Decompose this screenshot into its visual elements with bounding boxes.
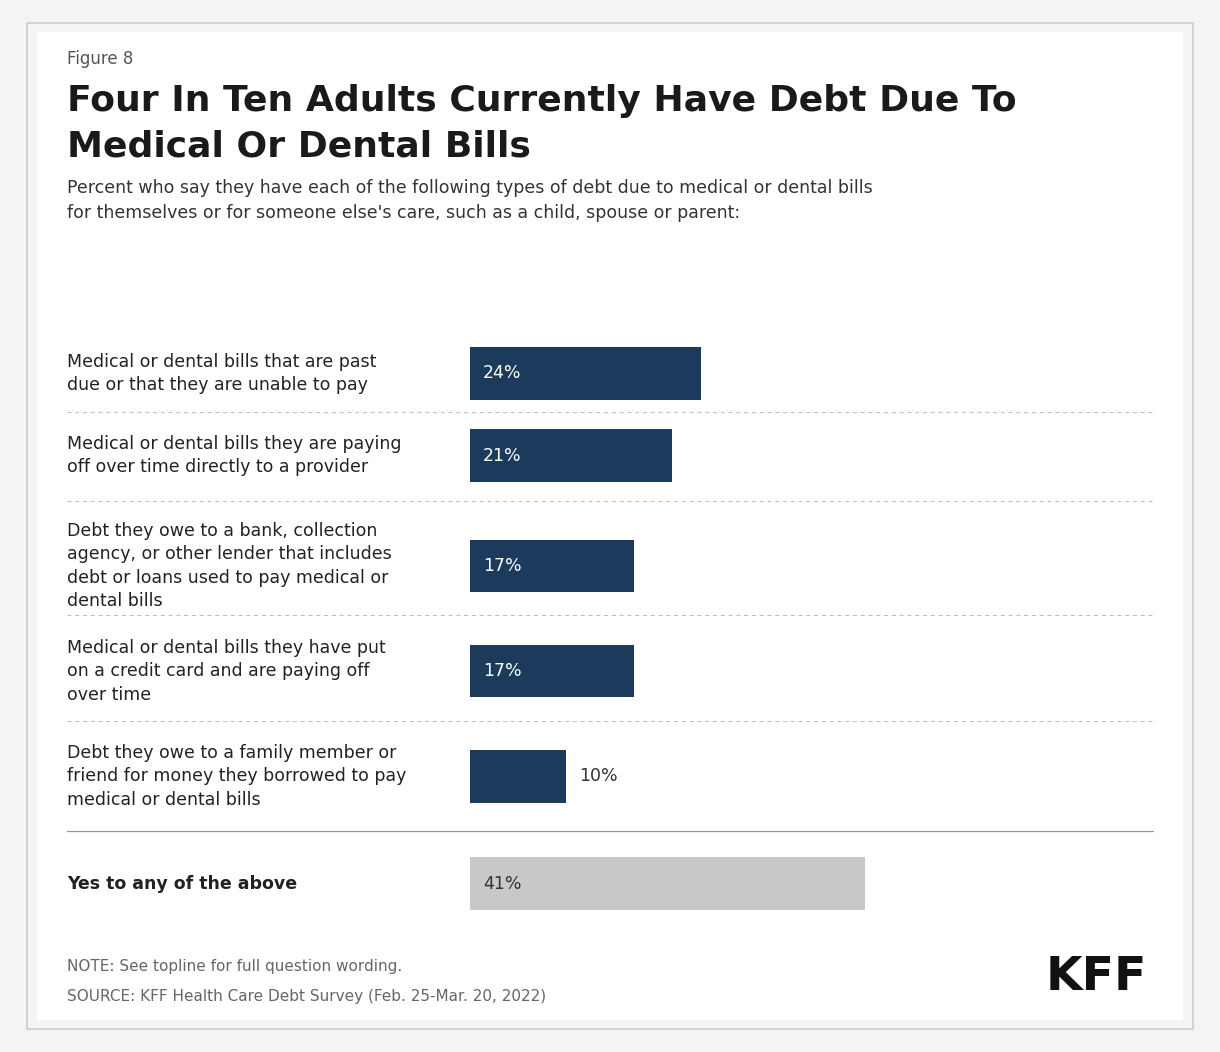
Text: Four In Ten Adults Currently Have Debt Due To: Four In Ten Adults Currently Have Debt D… [67,84,1016,118]
Bar [470,429,672,482]
FancyBboxPatch shape [37,32,1183,1020]
Text: Medical or dental bills they have put
on a credit card and are paying off
over t: Medical or dental bills they have put on… [67,639,386,704]
FancyBboxPatch shape [27,23,1193,1029]
Text: 21%: 21% [483,446,522,465]
Bar [470,750,566,803]
Text: Percent who say they have each of the following types of debt due to medical or : Percent who say they have each of the fo… [67,179,872,222]
Bar [470,645,633,697]
Bar [470,857,865,910]
Text: Debt they owe to a family member or
friend for money they borrowed to pay
medica: Debt they owe to a family member or frie… [67,744,406,809]
Bar [470,540,633,592]
Text: KFF: KFF [1046,955,1147,1000]
Text: 10%: 10% [580,767,619,786]
Text: Figure 8: Figure 8 [67,50,133,68]
Text: Medical Or Dental Bills: Medical Or Dental Bills [67,129,531,163]
Text: Debt they owe to a bank, collection
agency, or other lender that includes
debt o: Debt they owe to a bank, collection agen… [67,522,392,610]
Text: NOTE: See topline for full question wording.: NOTE: See topline for full question word… [67,959,403,974]
Text: Medical or dental bills they are paying
off over time directly to a provider: Medical or dental bills they are paying … [67,434,401,477]
Text: 17%: 17% [483,662,522,681]
Text: 17%: 17% [483,557,522,575]
Text: Medical or dental bills that are past
due or that they are unable to pay: Medical or dental bills that are past du… [67,352,377,394]
Text: 24%: 24% [483,364,522,383]
Text: Yes to any of the above: Yes to any of the above [67,874,298,893]
Text: 41%: 41% [483,874,522,893]
Bar [470,347,701,400]
Text: SOURCE: KFF Health Care Debt Survey (Feb. 25-Mar. 20, 2022): SOURCE: KFF Health Care Debt Survey (Feb… [67,989,547,1004]
